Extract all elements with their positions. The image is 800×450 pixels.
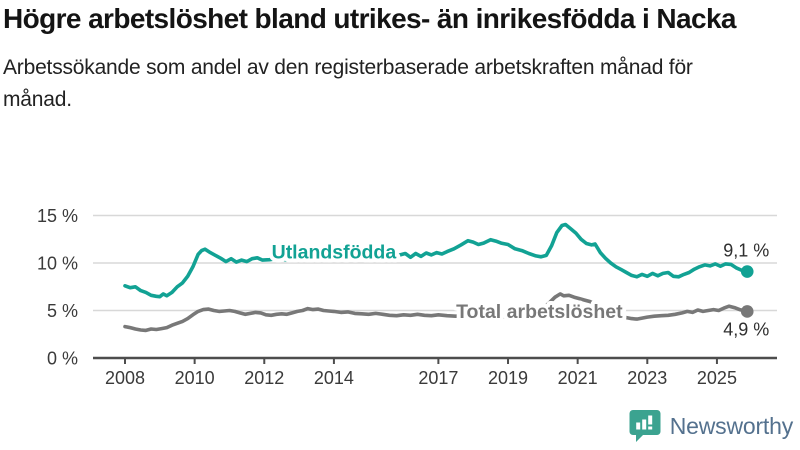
y-tick-label: 10 % <box>37 253 78 273</box>
end-value-label-utlandsfodda: 9,1 % <box>723 241 769 261</box>
end-value-label-total: 4,9 % <box>723 319 769 339</box>
x-tick-label: 2010 <box>175 368 215 388</box>
series-label-total: Total arbetslöshet <box>456 301 623 323</box>
newsworthy-wordmark: Newsworthy <box>669 412 793 439</box>
series-label-utlandsfodda: Utlandsfödda <box>272 241 397 263</box>
x-tick-label: 2017 <box>418 368 458 388</box>
chart-title: Högre arbetslöshet bland utrikes- än inr… <box>3 3 737 34</box>
chart-subtitle: Arbetssökande som andel av den registerb… <box>3 55 693 111</box>
x-tick-label: 2021 <box>558 368 598 388</box>
x-tick-label: 2014 <box>314 368 354 388</box>
series-line-utlandsfodda <box>123 222 750 299</box>
series-line-total <box>123 292 750 333</box>
y-tick-label: 15 % <box>37 206 78 226</box>
y-tick-label: 5 % <box>47 301 78 321</box>
newsworthy-logo: Newsworthy <box>629 409 793 443</box>
chart-header: Högre arbetslöshet bland utrikes- än inr… <box>3 2 797 115</box>
y-tick-label: 0 % <box>47 348 78 368</box>
end-dot-utlandsfodda <box>740 265 754 278</box>
x-tick-label: 2019 <box>488 368 528 388</box>
newsworthy-bars-icon <box>629 410 661 442</box>
x-tick-label: 2012 <box>244 368 284 388</box>
x-tick-label: 2008 <box>105 368 145 388</box>
x-tick-label: 2023 <box>627 368 667 388</box>
end-dot-total <box>740 305 754 318</box>
x-tick-label: 2025 <box>697 368 737 388</box>
